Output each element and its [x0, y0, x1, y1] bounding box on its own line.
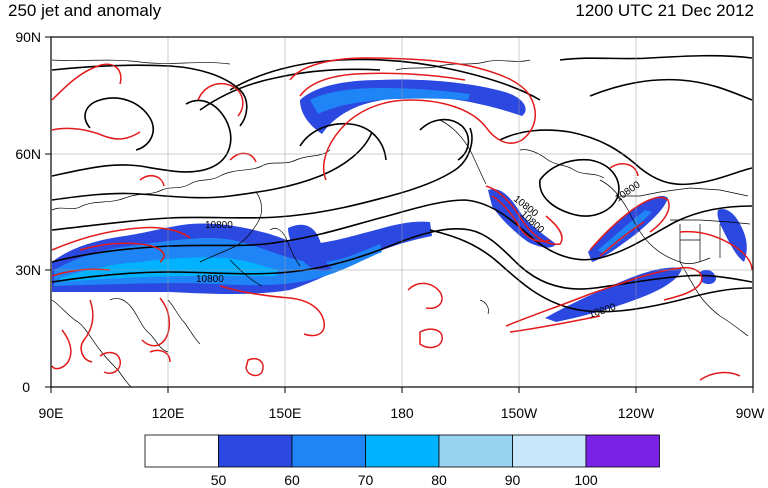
lon-tick-label: 90E: [39, 405, 64, 421]
lon-tick-label: 180: [390, 405, 414, 421]
colorbar-label: 60: [284, 472, 300, 488]
colorbar-swatch: [291, 434, 366, 468]
colorbar-swatch: [365, 434, 440, 468]
lat-tick-label: 90N: [15, 29, 41, 45]
jet-band-japan: [288, 224, 332, 271]
contour-label: 10800: [196, 274, 224, 285]
jet-band-subtropical: [545, 267, 682, 322]
lon-tick-label: 120W: [618, 405, 655, 421]
lon-tick-label: 90W: [736, 405, 766, 421]
anomaly-contours: [51, 57, 753, 381]
jet-band-atlantic: [717, 208, 747, 262]
jet-band-rockies-core: [598, 210, 652, 254]
lat-tick-label: 30N: [15, 262, 41, 278]
coastlines: [51, 59, 751, 387]
tick-marks: [45, 36, 754, 393]
lon-tick-label: 120E: [152, 405, 185, 421]
colorbar: 50 60 70 80 90 100: [144, 434, 660, 488]
jet-band-pacific: [488, 189, 556, 248]
colorbar-swatch: [438, 434, 513, 468]
lat-tick-label: 60N: [15, 146, 41, 162]
contour-label: 10800: [205, 220, 233, 231]
jet-band-arctic-core: [310, 88, 470, 114]
title-left: 250 jet and anomaly: [8, 1, 162, 20]
lat-tick-label: 0: [22, 379, 30, 395]
lon-tick-label: 150E: [269, 405, 302, 421]
jet-band-east-coast: [700, 270, 716, 285]
height-contours: [51, 54, 753, 313]
colorbar-swatch: [512, 434, 587, 468]
title-right: 1200 UTC 21 Dec 2012: [575, 1, 754, 20]
jet-shading: [52, 79, 747, 322]
colorbar-swatch: [218, 434, 293, 468]
graticule: [51, 37, 753, 387]
colorbar-label: 80: [431, 472, 447, 488]
colorbar-swatch: [585, 434, 660, 468]
colorbar-swatch: [144, 434, 219, 468]
colorbar-label: 100: [574, 472, 598, 488]
lon-tick-label: 150W: [501, 405, 538, 421]
lon-labels: 90E 120E 150E 180 150W 120W 90W: [39, 405, 766, 421]
lat-labels: 90N 60N 30N 0: [15, 29, 41, 395]
colorbar-label: 90: [505, 472, 521, 488]
colorbar-label: 50: [211, 472, 227, 488]
colorbar-label: 70: [358, 472, 374, 488]
jet-band-asia-max: [60, 257, 278, 282]
